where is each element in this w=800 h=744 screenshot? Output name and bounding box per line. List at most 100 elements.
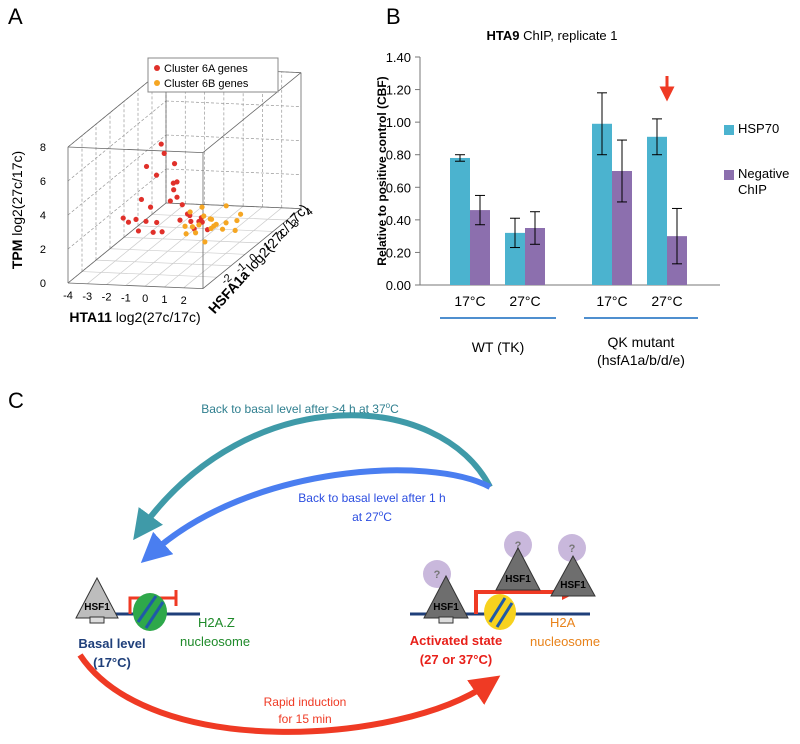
z-tick-label: 0 — [40, 278, 46, 290]
box-edge — [202, 208, 302, 289]
x-tick-label: 0 — [142, 293, 148, 305]
z-axis-label: TPM log2(27c/17c) — [9, 151, 25, 269]
grid-line — [183, 207, 282, 289]
binding-site — [438, 616, 454, 624]
y-tick-label: 0.00 — [386, 278, 411, 293]
group-label-box: QK mutant (hsfA1a/b/d/e) — [597, 334, 685, 368]
y-tick-label: 0.40 — [386, 213, 411, 228]
text-bold: HTA11 — [69, 309, 112, 325]
grid-line — [165, 168, 302, 175]
binding-site — [89, 616, 105, 624]
point — [170, 180, 176, 186]
grid-line — [144, 205, 244, 287]
grid-line — [164, 206, 263, 288]
x-tick-label: 17°C — [454, 293, 485, 309]
hsf1-label: HSF1 — [505, 574, 531, 585]
point — [213, 221, 219, 227]
point — [133, 216, 139, 223]
point — [199, 204, 205, 210]
y-axis-label: HSFA1a log2(27c/17c) — [205, 201, 312, 317]
text: ChIP, replicate 1 — [519, 28, 617, 43]
point — [153, 172, 160, 178]
hsf1-label: HSF1 — [433, 602, 459, 613]
point — [161, 150, 167, 156]
grid-line — [151, 214, 288, 221]
dna-wrap — [495, 602, 514, 628]
point — [150, 229, 156, 235]
point — [174, 194, 180, 200]
text: o — [379, 509, 384, 518]
return-arrow-long — [133, 412, 493, 541]
legend-label: Cluster 6B genes — [164, 78, 249, 90]
panel-label: A — [8, 4, 23, 29]
arrow-label: Back to basal level after >4 h at 37oC — [201, 401, 399, 416]
grid-line — [123, 236, 260, 244]
x-tick-label: -1 — [121, 292, 131, 304]
state-label: (17°C) — [93, 655, 131, 670]
arrow-label: at 27oC — [352, 509, 392, 524]
x-tick-label: -3 — [82, 291, 92, 303]
point — [232, 227, 238, 234]
panel-label: B — [386, 4, 401, 29]
arrow-label: Back to basal level after 1 h — [298, 491, 445, 505]
point — [158, 141, 164, 147]
point — [196, 222, 202, 228]
nucleosome-label: nucleosome — [180, 634, 250, 649]
legend-label: HSP70 — [738, 121, 780, 136]
bar — [470, 210, 490, 285]
legend-marker — [154, 65, 160, 71]
legend-label-box: Negative ChIP — [738, 166, 790, 198]
return-arrow-short — [140, 467, 492, 564]
panel-b: HTA9 ChIP, replicate 1 Relative to positi… — [375, 28, 790, 368]
grid-line — [87, 203, 186, 285]
y-tick-label: 0.20 — [386, 245, 411, 260]
x-tick-label: 1 — [161, 294, 167, 306]
arrow-label: for 15 min — [278, 712, 331, 726]
point — [201, 213, 207, 219]
grid-line — [67, 100, 167, 182]
x-tick-label: -2 — [102, 292, 112, 304]
point — [138, 196, 145, 203]
activation-arrow — [474, 584, 578, 614]
hsf1-label: HSF1 — [84, 602, 110, 613]
box-edge — [202, 72, 302, 153]
unknown-label: ? — [569, 543, 576, 555]
point — [182, 223, 188, 229]
point — [189, 224, 196, 230]
x-tick-label: 2 — [181, 295, 187, 307]
point — [125, 219, 132, 225]
x-tick-label: 27°C — [509, 293, 540, 309]
box-edge — [67, 282, 204, 289]
arrow-label: Rapid induction — [264, 695, 347, 709]
grid-line — [165, 100, 302, 107]
text: Back to basal level after >4 h at 37 — [201, 402, 386, 416]
bar — [450, 157, 470, 285]
point — [223, 220, 229, 226]
box-edge — [67, 146, 204, 153]
group-label: QK mutant (hsfA1a/b/d/e) — [597, 334, 685, 368]
legend-label: Negative ChIP — [738, 166, 790, 198]
text-bold: HTA9 — [486, 28, 519, 43]
point — [143, 218, 149, 224]
point — [171, 187, 177, 193]
unknown-factor — [558, 534, 586, 562]
dna-wrap — [488, 597, 507, 623]
point — [179, 202, 185, 208]
hsf1 — [495, 546, 541, 591]
text: C — [383, 510, 392, 524]
unknown-label: ? — [434, 569, 441, 581]
z-tick-label: 4 — [40, 210, 46, 222]
z-tick-label: 2 — [40, 244, 46, 256]
grid-line — [106, 204, 205, 285]
point — [208, 216, 215, 222]
panel-label: C — [8, 388, 24, 413]
group-label: WT (TK) — [472, 339, 525, 355]
grid-line — [81, 271, 218, 278]
point — [167, 198, 173, 204]
box-edge — [67, 202, 167, 284]
dna-wrap — [144, 601, 165, 629]
point — [188, 218, 194, 224]
legend — [147, 57, 279, 93]
bar — [647, 136, 667, 285]
